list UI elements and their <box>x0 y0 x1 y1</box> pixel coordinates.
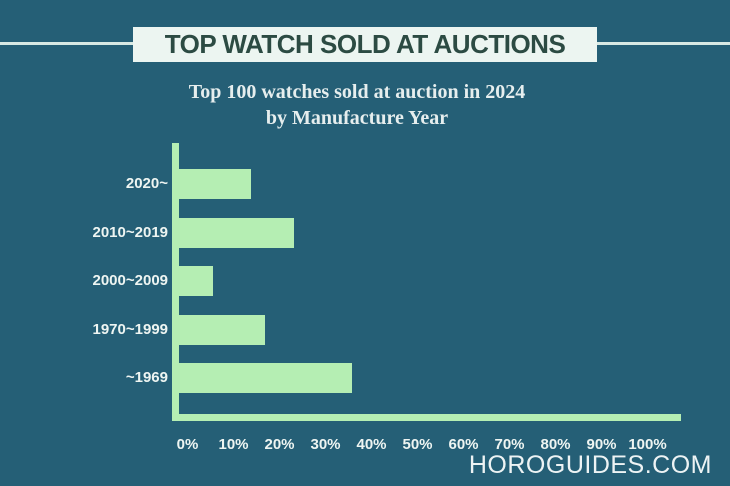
x-tick-label: 20% <box>264 436 295 453</box>
page-title: TOP WATCH SOLD AT AUCTIONS <box>164 29 566 59</box>
x-tick-label: 80% <box>540 436 571 453</box>
x-tick-label: 90% <box>586 436 617 453</box>
chart-bar <box>179 363 352 393</box>
y-axis-line <box>172 143 179 421</box>
chart-title-line2: by Manufacture Year <box>265 107 449 129</box>
chart-title-line1: Top 100 watches sold at auction in 2024 <box>188 81 526 103</box>
chart-bar <box>179 218 294 248</box>
chart-title: Top 100 watches sold at auction in 2024 … <box>0 79 722 131</box>
x-axis-line <box>172 414 681 421</box>
x-tick-label: 40% <box>356 436 387 453</box>
chart-bar <box>179 169 251 199</box>
category-label: 1970~1999 <box>92 321 169 338</box>
x-tick-label: 60% <box>448 436 479 453</box>
x-tick-label: 50% <box>402 436 433 453</box>
chart-bar <box>179 266 213 296</box>
category-label: 2010~2019 <box>92 224 169 241</box>
x-tick-label: 30% <box>310 436 341 453</box>
category-label: 2020~ <box>125 175 168 192</box>
category-label: ~1969 <box>125 369 168 386</box>
page-title-banner: TOP WATCH SOLD AT AUCTIONS <box>133 27 597 62</box>
category-label: 2000~2009 <box>92 272 169 289</box>
brand-watermark: HOROGUIDES.COM <box>468 451 712 479</box>
x-tick-label: 70% <box>494 436 525 453</box>
x-tick-label: 0% <box>176 436 199 453</box>
x-tick-label: 10% <box>218 436 249 453</box>
x-tick-label: 100% <box>628 436 667 453</box>
chart-bar <box>179 315 265 345</box>
